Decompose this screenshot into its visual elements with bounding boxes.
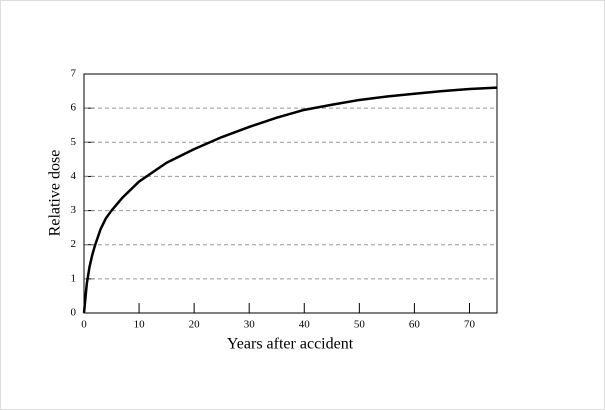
plot-frame [83,73,498,314]
x-axis-label: Years after accident [227,336,354,353]
x-tick-label: 0 [81,319,87,331]
x-tick-label: 10 [134,319,146,331]
x-tick-label: 70 [464,319,476,331]
data-line [82,86,498,314]
y-tick-label: 0 [71,307,77,319]
y-tick-label: 5 [71,136,77,148]
y-tick-label: 3 [71,204,77,216]
y-tick-label: 6 [71,102,77,114]
x-tick-label: 30 [244,319,256,331]
y-tick-label: 1 [71,272,77,284]
x-tick-label: 40 [299,319,311,331]
y-tick-label: 2 [71,238,77,250]
x-tick-label: 60 [409,319,421,331]
y-tick-label: 4 [71,170,77,182]
x-tick-label: 50 [354,319,366,331]
x-tick-label: 20 [189,319,201,331]
y-tick-label: 7 [71,68,77,80]
y-axis-label: Relative dose [47,150,64,237]
